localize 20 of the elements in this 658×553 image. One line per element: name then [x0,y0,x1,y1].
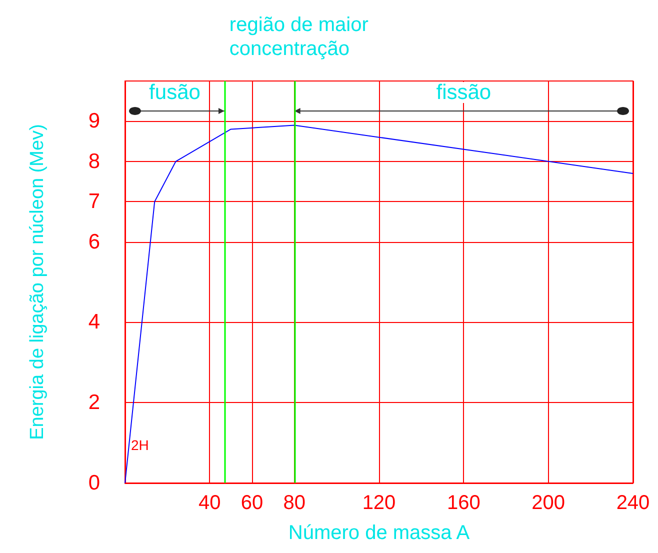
y-tick-label: 8 [88,150,100,173]
x-tick-label: 60 [240,492,264,514]
y-tick-label: 0 [88,472,100,494]
x-tick-label: 240 [616,492,650,514]
y-axis-title: Energia de ligação por núcleon (Mev) [27,124,48,440]
annotation: 2H [131,437,149,453]
y-tick-label: 4 [88,310,100,334]
annotation: fusão [149,81,200,104]
x-tick-label: 200 [532,492,566,514]
y-tick-label: 6 [88,230,100,254]
annotation: fissão [436,81,492,104]
x-tick-label: 80 [283,492,306,514]
text: região de maior concentração [229,14,374,60]
y-tick-label: 2 [88,391,100,414]
x-tick-label: 40 [198,492,221,514]
y-tick-label: 9 [88,110,100,133]
x-axis-title: Número de massa A [288,522,470,544]
y-tick-label: 7 [88,190,100,214]
x-tick-label: 120 [362,492,396,514]
x-tick-label: 160 [446,492,480,514]
